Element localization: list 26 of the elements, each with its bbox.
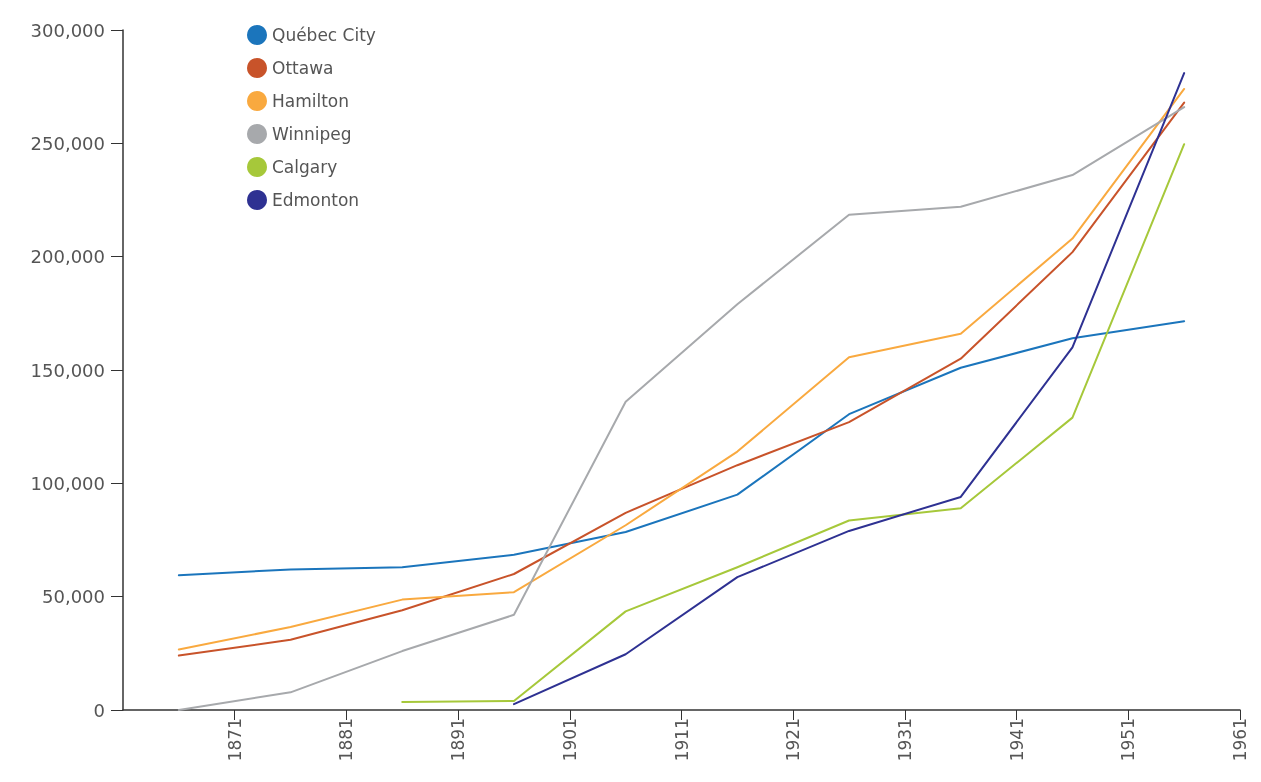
x-tick-label: 1931 bbox=[894, 718, 915, 762]
line-series bbox=[401, 143, 1186, 704]
x-tick-label: 1941 bbox=[1006, 718, 1027, 762]
x-tick-label: 1871 bbox=[224, 718, 245, 762]
x-tick-label: 1901 bbox=[559, 718, 580, 762]
legend-label: Edmonton bbox=[272, 190, 360, 210]
y-tick-label: 250,000 bbox=[30, 132, 105, 154]
y-tick-label: 200,000 bbox=[30, 246, 105, 268]
x-tick-label: 1881 bbox=[336, 718, 357, 762]
line-series bbox=[177, 320, 1186, 577]
x-tick-label: 1891 bbox=[448, 718, 469, 762]
legend-label: Calgary bbox=[272, 157, 338, 177]
x-tick-label: 1961 bbox=[1230, 718, 1250, 762]
x-tick-label: 1921 bbox=[783, 718, 804, 762]
y-tick-label: 0 bbox=[93, 699, 105, 721]
legend-label: Hamilton bbox=[272, 91, 350, 111]
y-tick-label: 50,000 bbox=[42, 586, 105, 608]
legend-label: Québec City bbox=[272, 25, 376, 45]
y-tick-label: 150,000 bbox=[30, 359, 105, 381]
legend-label: Winnipeg bbox=[272, 124, 352, 144]
x-tick-label: 1951 bbox=[1118, 718, 1139, 762]
y-tick-label: 300,000 bbox=[30, 19, 105, 41]
x-tick-label: 1911 bbox=[671, 718, 692, 762]
line-series bbox=[512, 72, 1186, 706]
y-tick-label: 100,000 bbox=[30, 472, 105, 494]
legend-label: Ottawa bbox=[272, 58, 334, 78]
